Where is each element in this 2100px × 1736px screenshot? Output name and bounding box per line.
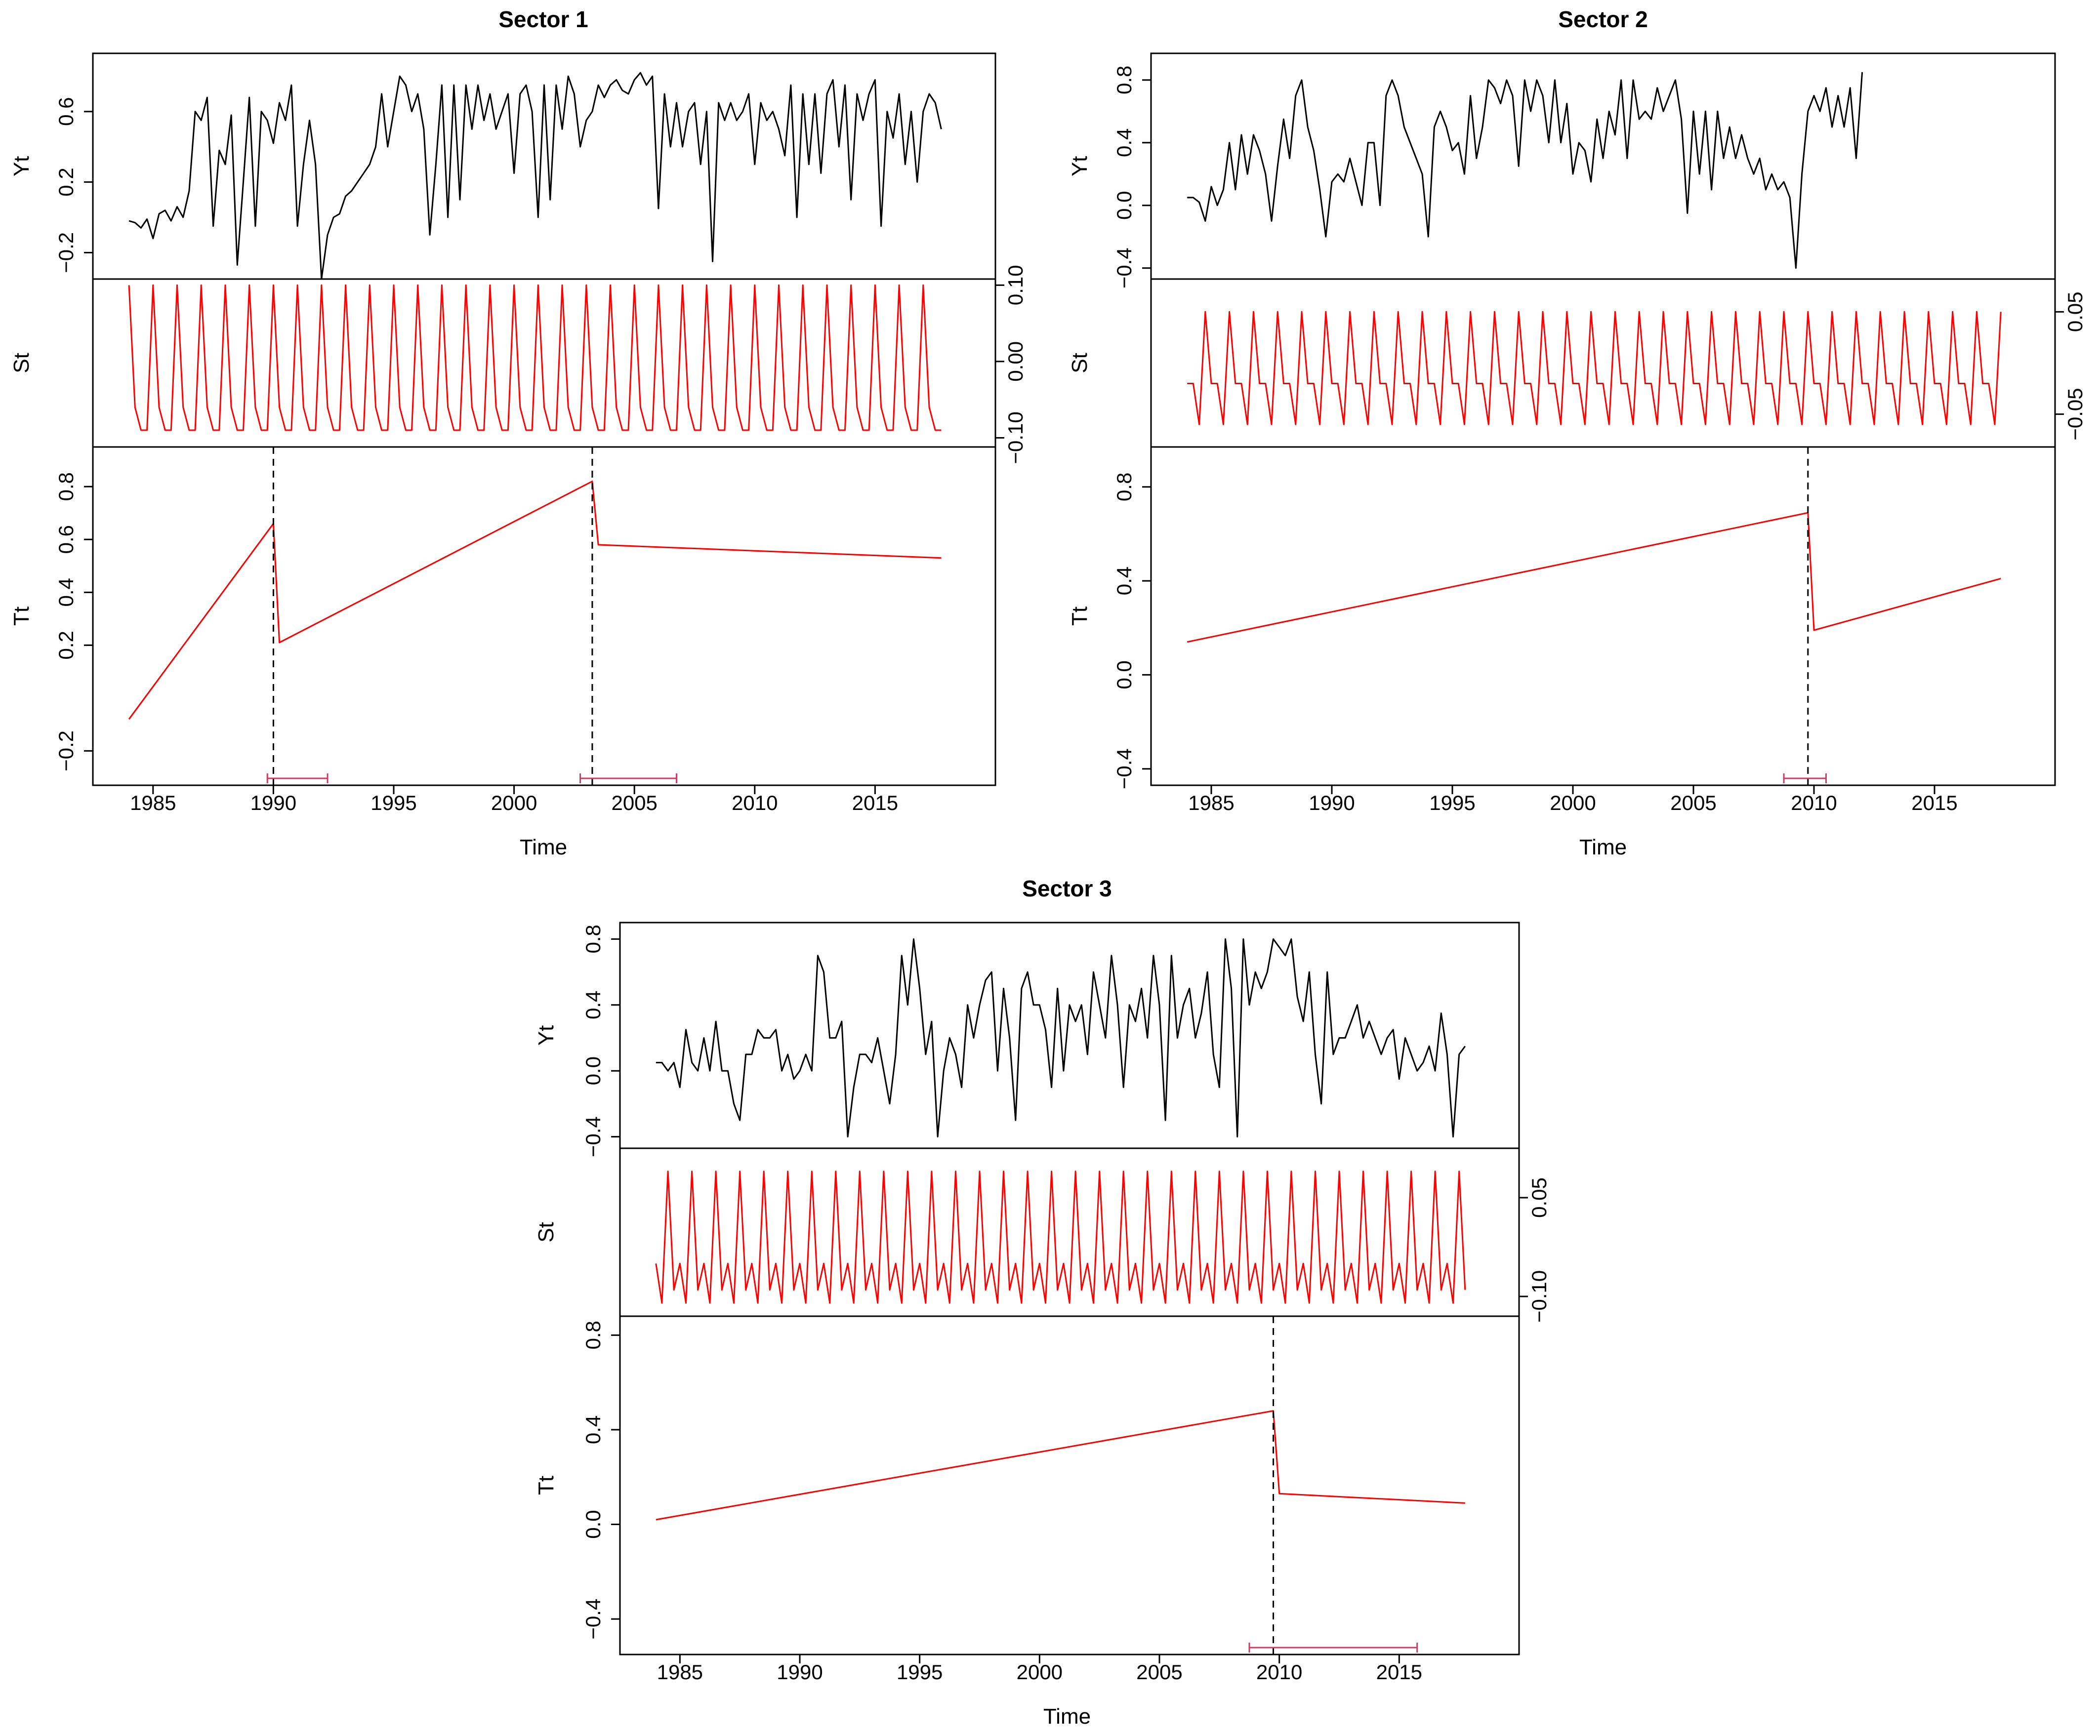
chart-title: Sector 3 (1022, 876, 1112, 901)
tt-axis-label: Tt (9, 606, 34, 626)
tt-axis-label: Tt (1068, 606, 1092, 626)
yt-tick-label: −0.4 (1112, 247, 1136, 288)
x-tick-label: 2010 (1791, 791, 1837, 814)
plot-frame (1150, 52, 2056, 786)
yt-tick-label: 0.2 (54, 167, 78, 196)
yt-tick-label: 0.0 (1112, 191, 1136, 220)
x-tick-label: 2005 (1136, 1660, 1182, 1684)
yt-tick-label: 0.8 (1112, 66, 1136, 94)
yt-tick-label: −0.2 (54, 232, 78, 273)
tt-tick-label: 0.8 (1112, 473, 1136, 501)
x-tick-label: 1985 (130, 791, 176, 814)
st-tick-label: −0.10 (1004, 411, 1027, 464)
x-tick-label: 2010 (1256, 1660, 1302, 1684)
plot-frame (619, 922, 1520, 1655)
yt-tick-label: 0.8 (581, 925, 605, 953)
tt-tick-label: 0.0 (581, 1510, 605, 1538)
plot-frame (92, 52, 996, 786)
yt-axis-label: Yt (1068, 156, 1092, 177)
yt-tick-label: 0.4 (1112, 128, 1136, 157)
tt-tick-label: 0.6 (54, 525, 78, 554)
x-tick-label: 1995 (1429, 791, 1475, 814)
st-axis-label: St (1068, 353, 1092, 373)
yt-tick-label: 0.6 (54, 97, 78, 126)
x-tick-label: 2000 (1550, 791, 1596, 814)
x-tick-label: 2000 (491, 791, 537, 814)
x-tick-label: 2000 (1017, 1660, 1063, 1684)
tt-tick-label: 0.8 (581, 1321, 605, 1349)
x-tick-label: 1985 (1188, 791, 1234, 814)
x-tick-label: 2015 (1911, 791, 1957, 814)
x-axis-label: Time (1579, 835, 1627, 859)
tt-series-line (656, 1410, 1465, 1521)
x-tick-label: 1995 (371, 791, 416, 814)
tt-tick-label: 0.8 (54, 472, 78, 501)
st-tick-label: 0.00 (1004, 341, 1027, 382)
st-tick-label: 0.05 (1527, 1177, 1551, 1218)
x-tick-label: 2010 (732, 791, 778, 814)
st-tick-label: 0.05 (2063, 291, 2087, 332)
yt-tick-label: −0.4 (581, 1116, 605, 1157)
yt-series-line (656, 938, 1466, 1138)
tt-series-line (128, 481, 942, 720)
x-tick-label: 1995 (897, 1660, 943, 1684)
tt-tick-label: 0.2 (54, 631, 78, 659)
x-tick-label: 1990 (777, 1660, 823, 1684)
x-tick-label: 1990 (250, 791, 296, 814)
yt-series-line (128, 72, 942, 279)
yt-axis-label: Yt (534, 1025, 558, 1046)
tt-tick-label: −0.4 (1112, 748, 1136, 789)
tt-tick-label: 0.4 (1112, 566, 1136, 595)
x-tick-label: 1985 (657, 1660, 703, 1684)
chart-title: Sector 1 (498, 6, 588, 32)
st-axis-label: St (9, 353, 34, 373)
x-tick-label: 2015 (852, 791, 898, 814)
st-tick-label: −0.05 (2063, 388, 2087, 441)
tt-tick-label: −0.2 (54, 730, 78, 771)
sector-1-chart: Sector 1 Time 1985 1990 1995 2000 2005 2010 20… (9, 6, 1027, 859)
st-series-line (128, 284, 942, 431)
tt-axis-label: Tt (534, 1476, 558, 1495)
yt-axis-label: Yt (9, 156, 34, 177)
st-tick-label: 0.10 (1004, 265, 1027, 305)
x-tick-label: 2005 (1670, 791, 1716, 814)
yt-tick-label: 0.4 (581, 991, 605, 1019)
sector-3-chart: Sector 3 Time 1985 1990 1995 2000 2005 2010 20… (534, 876, 1551, 1729)
tt-tick-label: 0.0 (1112, 660, 1136, 689)
st-series-line (655, 1171, 1466, 1304)
x-axis-label: Time (520, 835, 567, 859)
tt-tick-label: 0.4 (54, 578, 78, 606)
st-series-line (1187, 311, 2002, 425)
sector-2-chart: Sector 2 Time 1985 1990 1995 2000 2005 2010 20… (1068, 6, 2087, 859)
yt-tick-label: 0.0 (581, 1056, 605, 1085)
x-tick-label: 2005 (611, 791, 657, 814)
x-tick-label: 2015 (1376, 1660, 1422, 1684)
yt-series-line (1187, 72, 1863, 269)
tt-series-line (1187, 512, 2001, 643)
x-tick-label: 1990 (1309, 791, 1355, 814)
tt-tick-label: −0.4 (581, 1599, 605, 1640)
tt-tick-label: 0.4 (581, 1415, 605, 1444)
x-axis-label: Time (1043, 1704, 1091, 1729)
st-axis-label: St (534, 1222, 558, 1243)
st-tick-label: −0.10 (1527, 1270, 1551, 1323)
chart-title: Sector 2 (1558, 6, 1648, 32)
